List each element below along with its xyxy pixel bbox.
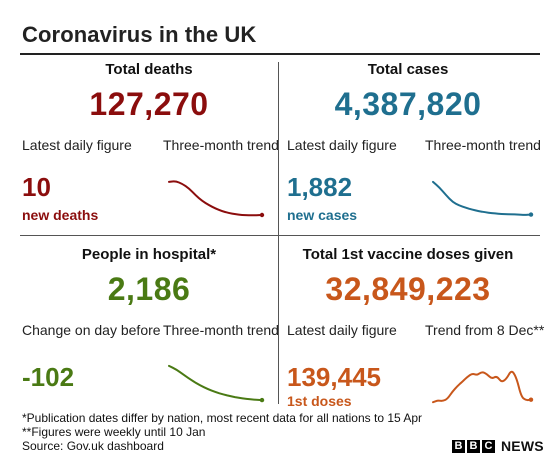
cases-latest-label: Latest daily figure xyxy=(287,137,397,153)
vaccine-trend-chart xyxy=(432,370,534,404)
deaths-latest-label: Latest daily figure xyxy=(22,137,132,153)
bbc-news-logo: B B C NEWS xyxy=(452,438,544,454)
hospital-change-label: Change on day before xyxy=(22,322,161,338)
vaccine-heading: Total 1st vaccine doses given xyxy=(302,246,514,263)
deaths-trend-label: Three-month trend xyxy=(163,137,279,153)
bbc-logo-letter: B xyxy=(467,439,480,453)
cases-trend-chart xyxy=(432,180,534,217)
cases-figure: 1,882 xyxy=(287,172,353,202)
footnote-weekly-figures: **Figures were weekly until 10 Jan xyxy=(22,425,206,439)
hospital-heading: People in hospital* xyxy=(81,246,217,263)
bbc-logo-letter: C xyxy=(482,439,495,453)
deaths-trend-line xyxy=(168,180,263,217)
cases-trend-label: Three-month trend xyxy=(425,137,541,153)
page-title: Coronavirus in the UK xyxy=(22,22,257,47)
title-rule xyxy=(20,53,540,55)
cases-heading: Total cases xyxy=(367,61,449,78)
hospital-trend-endpoint xyxy=(259,397,265,403)
bbc-logo-letter: B xyxy=(452,439,465,453)
vaccine-trend-label: Trend from 8 Dec** xyxy=(425,322,545,338)
vaccine-total: 32,849,223 xyxy=(325,271,491,307)
bbc-logo-news: NEWS xyxy=(501,438,544,454)
vaccine-figure: 139,445 xyxy=(287,362,381,392)
hospital-total: 2,186 xyxy=(107,271,191,307)
footnote-source: Source: Gov.uk dashboard xyxy=(22,439,164,453)
deaths-unit: new deaths xyxy=(22,207,99,223)
deaths-total: 127,270 xyxy=(89,86,209,122)
deaths-trend-endpoint xyxy=(259,212,265,218)
vertical-divider xyxy=(278,62,279,404)
hospital-trend-line xyxy=(168,364,263,402)
horizontal-divider xyxy=(20,235,540,236)
vaccine-unit: 1st doses xyxy=(287,393,352,409)
vaccine-trend-line xyxy=(432,370,532,404)
vaccine-trend-endpoint xyxy=(528,397,534,402)
footnote-publication-dates: *Publication dates differ by nation, mos… xyxy=(22,411,423,425)
hospital-trend-label: Three-month trend xyxy=(163,322,279,338)
hospital-figure: -102 xyxy=(22,362,75,392)
vaccine-latest-label: Latest daily figure xyxy=(287,322,397,338)
deaths-trend-chart xyxy=(168,180,265,218)
cases-unit: new cases xyxy=(287,207,358,223)
cases-total: 4,387,820 xyxy=(334,86,482,122)
deaths-heading: Total deaths xyxy=(105,61,193,78)
deaths-figure: 10 xyxy=(22,172,51,202)
cases-trend-line xyxy=(432,180,532,216)
hospital-trend-chart xyxy=(168,364,265,403)
cases-trend-endpoint xyxy=(528,212,534,217)
